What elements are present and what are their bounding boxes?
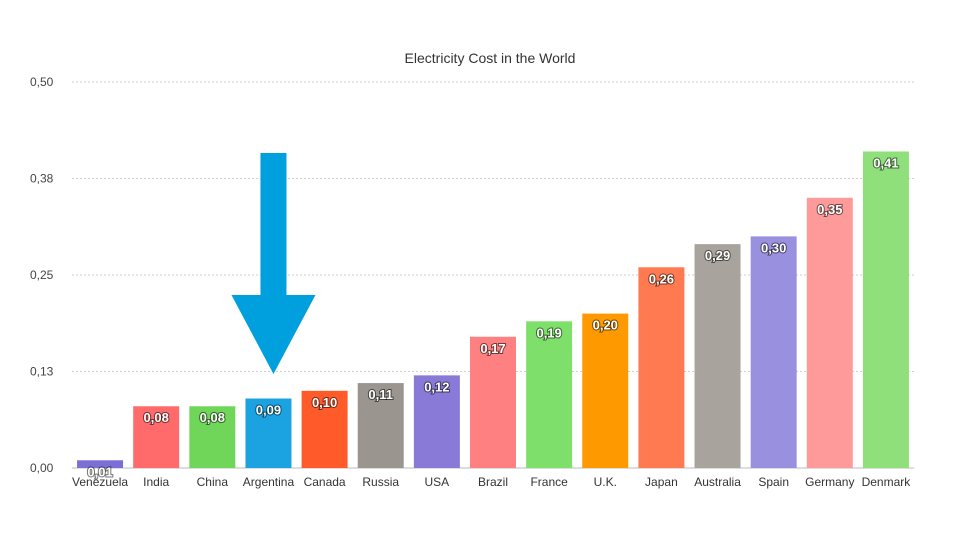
x-tick-label: France xyxy=(530,475,568,489)
bar-china xyxy=(189,406,236,468)
annotation xyxy=(231,153,316,374)
x-tick-label: Spain xyxy=(758,475,789,489)
x-tick-label: Brazil xyxy=(478,475,508,489)
x-tick-label: Russia xyxy=(362,475,399,489)
data-label: 0,08 xyxy=(200,410,225,425)
data-label: 0,10 xyxy=(312,395,337,410)
data-label: 0,41 xyxy=(873,155,898,170)
y-axis-ticks: 0,00 0,13 0,25 0,38 0,50 xyxy=(30,75,54,475)
x-tick-label: Japan xyxy=(645,475,678,489)
bar-russia xyxy=(357,383,404,468)
x-tick-label: Canada xyxy=(304,475,346,489)
data-label: 0,11 xyxy=(368,387,393,402)
x-tick-label: USA xyxy=(425,475,450,489)
data-label: 0,12 xyxy=(424,379,449,394)
bar-spain xyxy=(750,236,797,468)
bar-brazil xyxy=(470,336,516,468)
x-tick-label: Germany xyxy=(805,475,854,489)
data-labels: 0,01 0,08 0,08 0,09 0,10 0,11 0,12 0,17 0,19 0,20… xyxy=(86,154,899,480)
data-label: 0,35 xyxy=(817,202,842,217)
data-label: 0,29 xyxy=(705,248,730,263)
x-tick-label: Denmark xyxy=(862,475,912,489)
data-label: 0,17 xyxy=(480,341,505,356)
bar-argentina xyxy=(245,398,292,468)
data-label: 0,19 xyxy=(536,325,561,340)
x-tick-label: China xyxy=(197,475,229,489)
bar-australia xyxy=(694,244,741,468)
down-arrow-icon xyxy=(231,153,316,374)
x-tick-label: Venezuela xyxy=(72,475,128,489)
data-label: 0,09 xyxy=(256,403,281,418)
bar-india xyxy=(133,406,180,468)
data-label: 0,20 xyxy=(593,318,618,333)
bar-germany xyxy=(806,197,853,469)
y-tick-label: 0,50 xyxy=(30,75,54,89)
x-axis-ticks: Venezuela India China Argentina Canada Russia… xyxy=(72,475,911,489)
y-tick-label: 0,00 xyxy=(30,461,54,475)
x-tick-label: Australia xyxy=(694,475,741,489)
bar-uk xyxy=(582,313,629,468)
bar-usa xyxy=(413,375,460,468)
data-label: 0,30 xyxy=(761,240,786,255)
bar-japan xyxy=(638,267,685,468)
bar-canada xyxy=(301,390,348,468)
bar-france xyxy=(526,321,573,468)
bars xyxy=(77,151,909,469)
data-label: 0,26 xyxy=(649,271,674,286)
data-label: 0,08 xyxy=(144,410,169,425)
y-tick-label: 0,38 xyxy=(30,172,54,186)
x-tick-label: U.K. xyxy=(594,475,617,489)
x-tick-label: Argentina xyxy=(243,475,295,489)
data-label: 0,01 xyxy=(87,464,112,479)
bar-venezuela xyxy=(77,460,124,468)
y-tick-label: 0,13 xyxy=(30,365,54,379)
y-tick-label: 0,25 xyxy=(30,268,54,282)
x-tick-label: India xyxy=(143,475,169,489)
chart-title: Electricity Cost in the World xyxy=(405,50,576,66)
bar-denmark xyxy=(862,151,909,469)
